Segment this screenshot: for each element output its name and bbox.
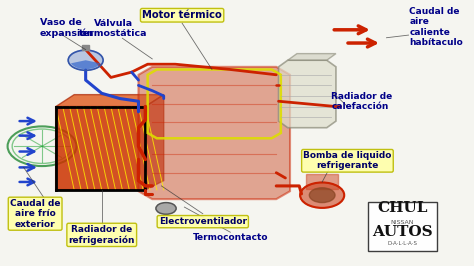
Text: Caudal de
aire
caliente
habítaculo: Caudal de aire caliente habítaculo bbox=[410, 7, 463, 47]
Text: Válvula
termostática: Válvula termostática bbox=[79, 19, 147, 38]
Text: AUTOS: AUTOS bbox=[372, 225, 433, 239]
Bar bbox=[306, 174, 338, 189]
Polygon shape bbox=[56, 107, 146, 190]
Text: Termocontacto: Termocontacto bbox=[192, 233, 268, 242]
Text: Bomba de liquido
refrigerante: Bomba de liquido refrigerante bbox=[303, 151, 392, 171]
Polygon shape bbox=[138, 67, 290, 199]
Wedge shape bbox=[71, 60, 100, 69]
Text: Electroventilador: Electroventilador bbox=[159, 217, 247, 226]
Polygon shape bbox=[279, 60, 336, 128]
Text: NISSAN: NISSAN bbox=[391, 221, 414, 226]
Text: Caudal de
aire frío
exterior: Caudal de aire frío exterior bbox=[10, 199, 60, 228]
Circle shape bbox=[156, 203, 176, 214]
Text: D·A·L·L·A·S: D·A·L·L·A·S bbox=[388, 241, 418, 246]
Circle shape bbox=[300, 182, 344, 208]
Text: Radiador de
calefacción: Radiador de calefacción bbox=[331, 92, 392, 111]
Polygon shape bbox=[146, 95, 164, 190]
Circle shape bbox=[68, 50, 103, 70]
Text: Radiador de
refrigeración: Radiador de refrigeración bbox=[68, 225, 135, 245]
Text: Motor térmico: Motor térmico bbox=[142, 10, 222, 20]
Circle shape bbox=[310, 188, 335, 203]
Bar bbox=[82, 45, 89, 51]
Text: Vaso de
expansión: Vaso de expansión bbox=[40, 18, 94, 39]
Polygon shape bbox=[56, 95, 164, 107]
FancyBboxPatch shape bbox=[368, 202, 437, 251]
Polygon shape bbox=[288, 54, 336, 60]
Text: CHUL: CHUL bbox=[377, 201, 428, 215]
